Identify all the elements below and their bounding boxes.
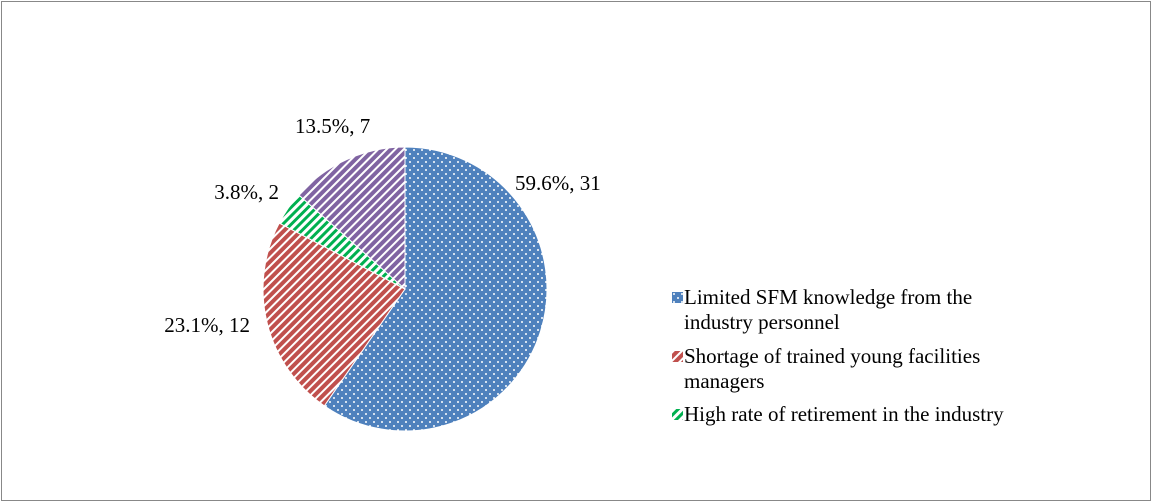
legend-label: Shortage of trained young facilities man…: [684, 344, 981, 393]
data-label: 13.5%, 7: [295, 114, 370, 138]
data-label: 3.8%, 2: [214, 180, 279, 204]
pie-slice: [298, 146, 406, 291]
legend-label: Limited SFM knowledge from the industry …: [684, 285, 973, 334]
data-label: 23.1%, 12: [164, 313, 250, 337]
legend-swatch: [672, 292, 683, 303]
legend-swatch: [672, 351, 683, 362]
legend-swatch: [672, 409, 683, 420]
legend-label: High rate of retirement in the industry: [684, 402, 1004, 426]
pie-slice: [323, 146, 548, 432]
data-label: 59.6%, 31: [515, 171, 601, 195]
pie-slice: [262, 222, 406, 407]
